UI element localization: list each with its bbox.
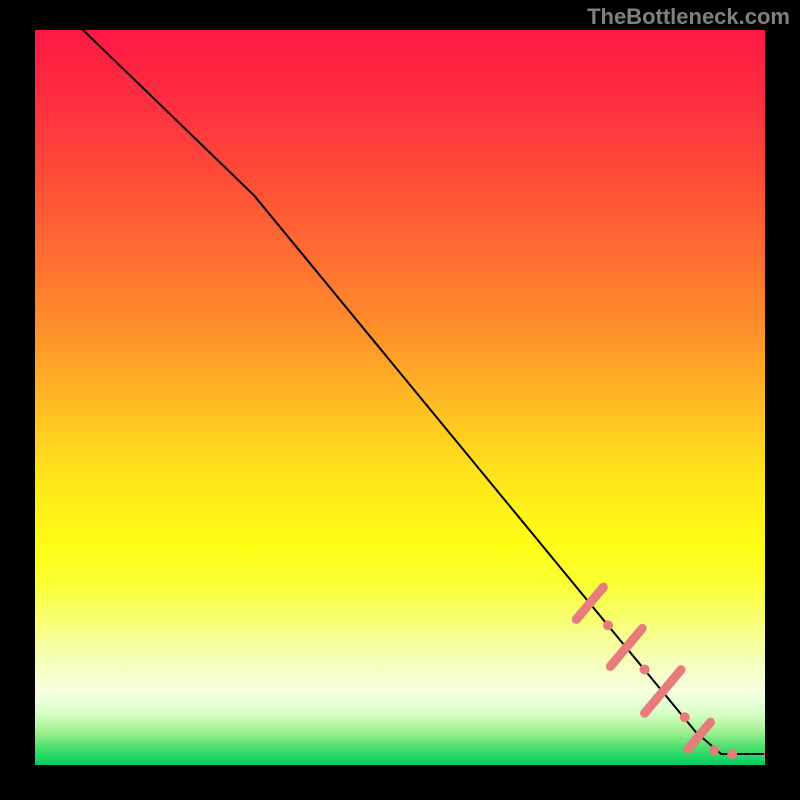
watermark-text: TheBottleneck.com (587, 4, 790, 30)
bottleneck-chart (0, 0, 800, 800)
chart-container: TheBottleneck.com (0, 0, 800, 800)
